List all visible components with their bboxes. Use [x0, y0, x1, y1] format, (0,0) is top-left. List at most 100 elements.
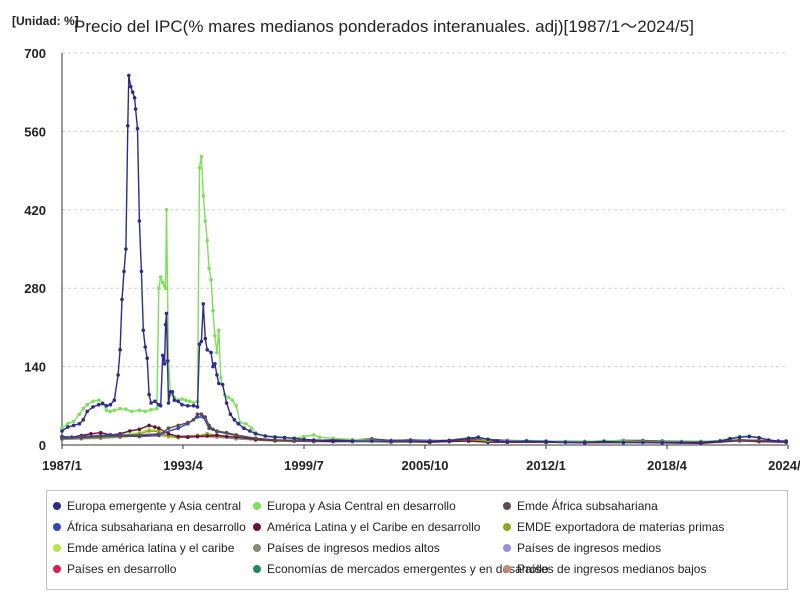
data-point — [153, 425, 157, 429]
data-point — [98, 430, 103, 435]
data-point — [408, 439, 413, 443]
data-point — [263, 434, 268, 438]
data-point — [197, 166, 202, 170]
data-point — [228, 412, 233, 417]
data-point — [224, 401, 229, 405]
data-point — [172, 398, 177, 403]
data-point — [466, 436, 471, 441]
data-point — [157, 429, 161, 434]
data-point — [163, 322, 168, 327]
legend-item: EMDE exportadora de materias primas — [503, 520, 724, 534]
x-tick-label: 2024/7 — [768, 458, 800, 473]
x-tick-label: 1993/4 — [163, 458, 204, 473]
data-point — [220, 382, 225, 387]
data-point — [215, 350, 219, 355]
data-point — [242, 426, 246, 431]
data-point — [226, 395, 231, 400]
data-point — [120, 297, 124, 302]
data-point — [176, 399, 180, 404]
data-point — [160, 353, 165, 358]
data-point — [544, 439, 548, 444]
data-point — [143, 409, 147, 414]
data-point — [621, 440, 626, 445]
data-point — [137, 427, 142, 432]
data-point — [158, 404, 163, 408]
data-point — [91, 405, 95, 409]
legend-marker — [53, 544, 61, 552]
data-point — [157, 286, 161, 291]
data-point — [524, 439, 529, 443]
data-point — [162, 283, 167, 288]
data-point — [166, 426, 171, 431]
data-point — [163, 286, 168, 291]
data-point — [118, 434, 122, 438]
data-point — [186, 404, 190, 408]
data-point — [784, 439, 788, 444]
legend: Europa emergente y Asia central Europa y … — [46, 490, 788, 590]
data-point — [757, 438, 761, 443]
legend-marker — [253, 565, 261, 573]
data-point — [195, 405, 200, 409]
data-point — [660, 440, 664, 445]
data-point — [331, 438, 335, 443]
legend-marker — [503, 544, 511, 552]
data-point — [199, 339, 204, 344]
data-point — [311, 438, 316, 442]
legend-item: África subsahariana en desarrollo — [53, 520, 246, 534]
data-point — [236, 421, 240, 426]
data-point — [505, 439, 510, 444]
data-point — [137, 408, 142, 413]
data-point — [191, 418, 196, 422]
data-point — [132, 96, 137, 100]
data-point — [447, 438, 452, 443]
data-point — [563, 440, 568, 445]
legend-label: EMDE exportadora de materias primas — [517, 520, 725, 534]
data-point — [176, 434, 180, 439]
data-point — [127, 73, 131, 78]
data-point — [157, 433, 161, 438]
data-point — [317, 435, 322, 440]
data-point — [164, 311, 169, 316]
data-point — [248, 429, 252, 433]
data-point — [205, 434, 209, 438]
data-point — [81, 418, 86, 422]
y-tick-label: 700 — [24, 46, 46, 61]
data-point — [153, 399, 157, 404]
data-point — [157, 426, 161, 431]
series-line — [61, 416, 787, 443]
data-point — [217, 381, 221, 386]
data-point — [224, 430, 229, 435]
x-tick-label: 1999/7 — [284, 458, 324, 473]
data-point — [186, 420, 190, 425]
data-point — [311, 433, 316, 437]
data-point — [476, 435, 481, 440]
legend-marker — [253, 523, 261, 531]
x-tick-label: 2005/10 — [402, 458, 449, 473]
legend-marker — [53, 502, 61, 510]
data-point — [60, 429, 64, 433]
data-point — [199, 412, 204, 417]
legend-item: Emde américa latina y el caribe — [53, 541, 234, 555]
data-point — [180, 402, 184, 407]
data-point — [249, 426, 254, 431]
legend-item: Emde África subsahariana — [503, 499, 658, 513]
data-point — [176, 426, 180, 431]
data-point — [215, 433, 219, 438]
data-point — [253, 432, 258, 436]
data-point — [209, 278, 213, 282]
series-line — [61, 155, 787, 443]
data-point — [162, 362, 167, 366]
data-point — [147, 392, 151, 397]
data-point — [679, 440, 684, 445]
data-point — [133, 107, 138, 111]
data-point — [118, 348, 122, 352]
data-point — [207, 426, 211, 431]
data-point — [737, 438, 742, 442]
legend-item: Europa emergente y Asia central — [53, 499, 241, 513]
data-point — [81, 406, 86, 411]
data-point — [188, 399, 192, 404]
data-point — [176, 423, 180, 428]
legend-item: Países de ingresos medios altos — [253, 541, 440, 555]
data-point — [234, 433, 238, 437]
data-point — [718, 439, 722, 443]
